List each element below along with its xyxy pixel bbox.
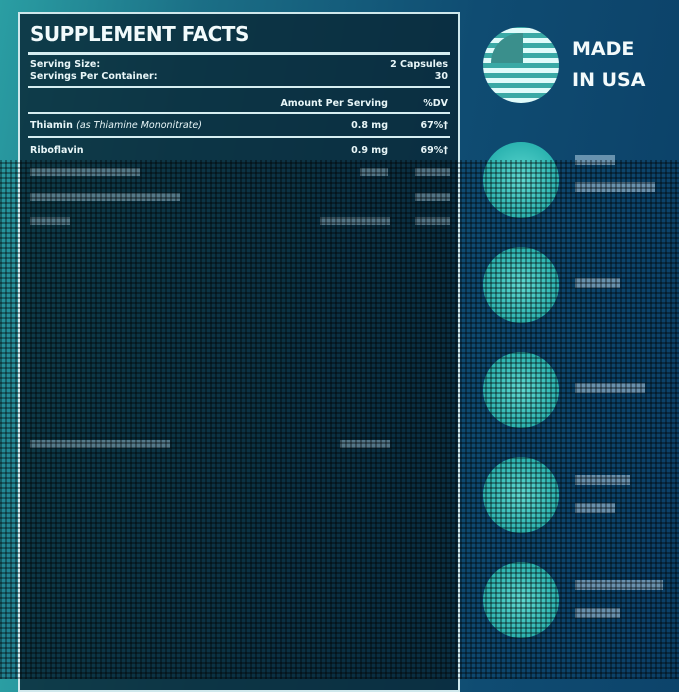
divider xyxy=(28,86,450,88)
us-flag-icon xyxy=(483,27,559,103)
divider xyxy=(28,112,450,114)
badge-icon xyxy=(483,247,559,323)
badge-icon xyxy=(483,562,559,638)
servings-row: Servings Per Container: 30 xyxy=(30,71,448,82)
nutrient-row: Thiamin (as Thiamine Mononitrate) 0.8 mg… xyxy=(30,120,448,131)
badge-icon xyxy=(483,352,559,428)
facts-title: SUPPLEMENT FACTS xyxy=(30,22,249,46)
divider xyxy=(28,136,450,138)
column-header-row: Amount Per Serving %DV xyxy=(280,98,448,109)
nutrient-row: Riboflavin 0.9 mg 69%† xyxy=(30,145,448,156)
badge-icon xyxy=(483,142,559,218)
badge-icon xyxy=(483,457,559,533)
made-in-usa-label: MADE IN USA xyxy=(572,38,646,91)
serving-size-row: Serving Size: 2 Capsules xyxy=(30,59,448,70)
divider xyxy=(28,52,450,55)
supplement-facts-panel: SUPPLEMENT FACTS Serving Size: 2 Capsule… xyxy=(18,12,460,692)
